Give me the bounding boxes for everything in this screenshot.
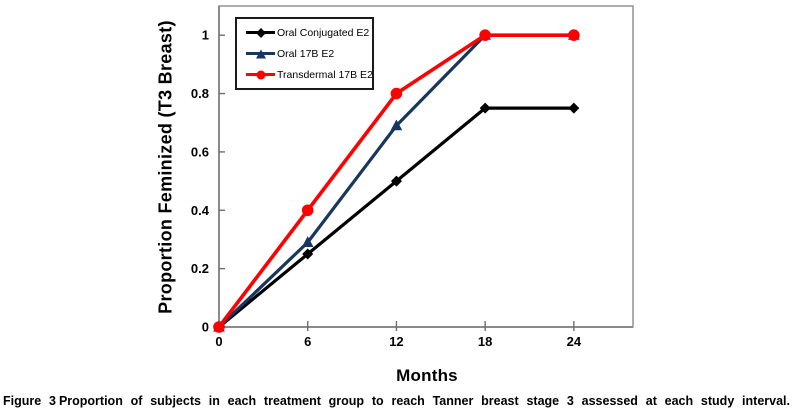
x-axis-title: Months <box>396 366 458 385</box>
y-tick-label: 1 <box>202 28 209 43</box>
legend-item-oral-conjugated-e2: Oral Conjugated E2 <box>246 26 370 39</box>
legend-line-sample <box>246 49 275 58</box>
y-tick-label: 0 <box>202 320 209 335</box>
data-point-circle <box>301 204 314 217</box>
y-tick-label: 0.6 <box>191 144 209 159</box>
circle-marker-icon <box>256 70 265 79</box>
data-point-circle <box>213 321 225 333</box>
x-tick-label: 0 <box>215 334 222 349</box>
data-point-diamond <box>390 175 402 187</box>
legend-item-oral-17b-e2: Oral 17B E2 <box>246 47 368 60</box>
y-tick-label: 0.4 <box>191 203 210 218</box>
figure-caption: Figure 3 Proportion of subjects in each t… <box>3 393 790 409</box>
legend-item-label: Transdermal 17B E2 <box>277 68 373 81</box>
legend-line-sample <box>246 27 275 38</box>
data-point-triangle <box>390 119 403 131</box>
legend-item-label: Oral 17B E2 <box>277 47 335 60</box>
y-tick-label: 0.8 <box>191 86 209 101</box>
diamond-marker-icon <box>255 27 266 38</box>
data-point-diamond <box>568 102 580 114</box>
data-point-circle <box>390 87 403 100</box>
y-tick-label: 0.2 <box>191 261 209 276</box>
figure-caption-label: Figure 3 <box>3 394 56 408</box>
y-axis-title: Proportion Feminized (T3 Breast) <box>155 20 176 314</box>
triangle-marker-icon <box>255 49 266 58</box>
x-tick-label: 24 <box>567 334 582 349</box>
data-point-circle <box>568 29 580 41</box>
figure-caption-text: Proportion of subjects in each treatment… <box>58 394 790 408</box>
x-tick-label: 12 <box>389 334 403 349</box>
legend-item-transdermal-17b-e2: Transdermal 17B E2 <box>246 68 373 81</box>
chart-legend: Oral Conjugated E2 Oral 17B E2 Transderm… <box>235 17 374 90</box>
legend-item-label: Oral Conjugated E2 <box>277 26 370 39</box>
data-point-diamond <box>302 248 314 260</box>
legend-line-sample <box>246 70 275 79</box>
data-point-diamond <box>479 102 491 114</box>
x-tick-label: 6 <box>304 334 311 349</box>
x-tick-label: 18 <box>478 334 492 349</box>
data-point-triangle <box>301 236 314 247</box>
data-point-circle <box>479 29 491 41</box>
series-line-diamond <box>217 106 574 329</box>
chart-canvas: 0 0.2 0.4 0.6 0.8 1 0 6 12 18 24 <box>191 5 634 349</box>
